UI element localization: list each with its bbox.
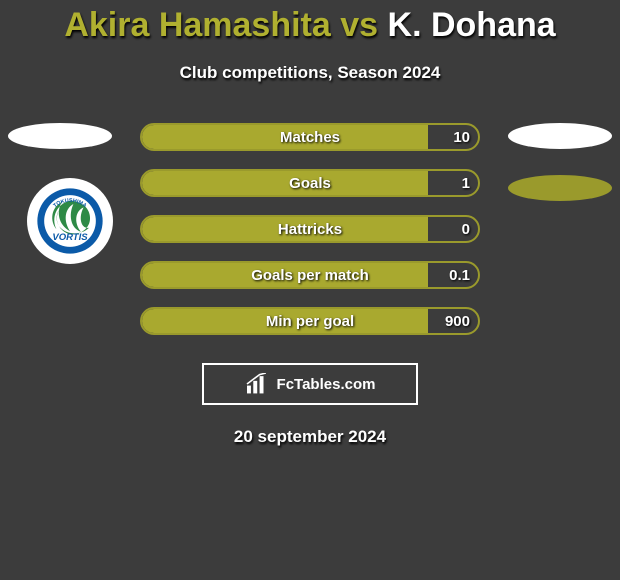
stat-bar-track: Min per goal900: [140, 307, 480, 335]
stat-value-right: 1: [462, 175, 470, 192]
watermark: FcTables.com: [202, 363, 418, 405]
stat-bar-fill-left: [142, 263, 428, 287]
stat-value-right: 0.1: [449, 267, 470, 284]
stat-row: Goals1: [0, 169, 620, 197]
stat-bar-fill-left: [142, 125, 428, 149]
subtitle: Club competitions, Season 2024: [0, 63, 620, 83]
title-vs: vs: [340, 6, 378, 44]
stat-value-right: 0: [462, 221, 470, 238]
page-title: Akira Hamashita vs K. Dohana: [0, 0, 620, 45]
stat-bar-track: Goals1: [140, 169, 480, 197]
watermark-text: FcTables.com: [277, 376, 376, 393]
stat-bar-track: Goals per match0.1: [140, 261, 480, 289]
stat-bar-track: Hattricks0: [140, 215, 480, 243]
stat-value-right: 900: [445, 313, 470, 330]
stat-bar-fill-left: [142, 217, 428, 241]
chart-icon: [245, 373, 271, 395]
title-player1: Akira Hamashita: [64, 6, 330, 44]
stat-bar-track: Matches10: [140, 123, 480, 151]
date-text: 20 september 2024: [0, 427, 620, 447]
stat-bar-fill-left: [142, 171, 428, 195]
stat-row: Min per goal900: [0, 307, 620, 335]
stat-row: Hattricks0: [0, 215, 620, 243]
stats-container: Matches10 Goals1 Hattricks0 Goals per match…: [0, 123, 620, 335]
stat-row: Matches10: [0, 123, 620, 151]
stat-bar-fill-left: [142, 309, 428, 333]
stat-value-right: 10: [453, 129, 470, 146]
stat-row: Goals per match0.1: [0, 261, 620, 289]
title-player2: K. Dohana: [388, 6, 556, 44]
